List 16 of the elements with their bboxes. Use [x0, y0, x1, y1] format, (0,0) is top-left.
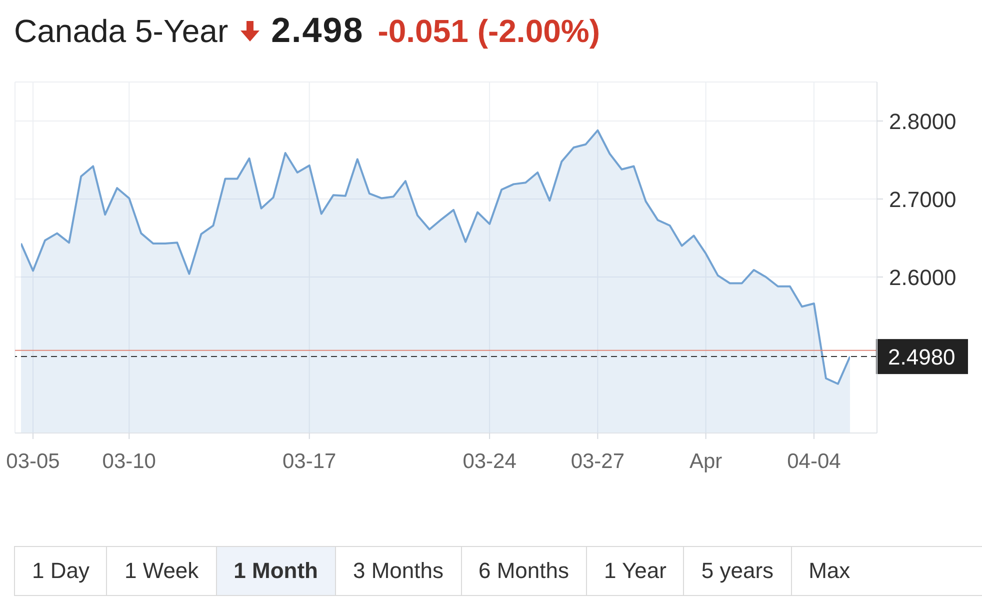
x-tick-label: 03-17 — [282, 450, 336, 473]
period-button: 1 Month — [216, 547, 335, 595]
period-button: 1 Year — [586, 547, 684, 595]
x-tick-label: 03-10 — [102, 450, 156, 473]
chart-title: Canada 5-Year — [14, 12, 228, 50]
ref-line-label: 2.4980 — [888, 344, 956, 370]
x-tick-label: 03-24 — [462, 450, 517, 473]
x-tick-label: 04-04 — [787, 450, 842, 473]
x-tick-label: 03-05 — [6, 450, 60, 473]
y-tick-label: 2.8000 — [889, 108, 956, 134]
y-tick-label: 2.7000 — [889, 186, 956, 212]
text: -0.051 (-2.00%) — [378, 12, 600, 50]
x-tick-label: 03-27 — [570, 450, 625, 473]
text: 2.498 — [271, 11, 364, 51]
y-tick-label: 2.6000 — [889, 264, 956, 290]
x-tick-label: Apr — [689, 450, 722, 473]
